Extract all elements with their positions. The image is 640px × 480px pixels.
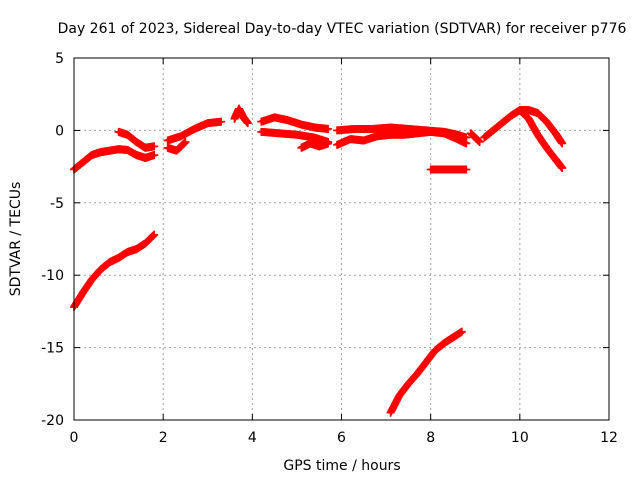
series-track-3 [70,230,159,312]
series-track-7 [257,113,333,133]
x-tick-label: 2 [159,430,168,446]
data-point [150,230,159,239]
series-track-4 [163,117,226,145]
y-tick-label: -5 [50,196,64,212]
x-ticks: 0 2 4 6 8 10 12 [70,58,618,446]
series-track-16 [466,129,484,146]
data-point [181,137,190,146]
series-track-14 [480,106,567,148]
x-axis-label: GPS time / hours [283,458,400,474]
y-tick-label: 5 [55,51,64,67]
data-point [217,117,226,126]
data-point [462,139,471,148]
y-tick-label: -15 [41,341,64,357]
x-tick-label: 10 [511,430,529,446]
series-track-1 [70,145,159,174]
data-point [324,139,333,148]
y-ticks: 5 0 -5 -10 -15 -20 [41,51,609,429]
x-tick-label: 12 [600,430,618,446]
series-track-6 [230,104,252,128]
chart-title: Day 261 of 2023, Sidereal Day-to-day VTE… [58,21,627,37]
series-track-2 [114,127,159,152]
data-point [558,139,567,148]
data-point [462,165,471,174]
series-track-11 [333,127,471,149]
data-point [324,124,333,133]
data-point [150,142,159,151]
data-point [475,137,484,146]
data-point [150,151,159,160]
y-tick-label: 0 [55,123,64,139]
series-track-15 [515,106,567,173]
x-tick-label: 6 [337,430,346,446]
y-tick-label: -10 [41,268,64,284]
x-tick-label: 8 [426,430,435,446]
series-track-9 [297,139,333,152]
x-tick-label: 4 [248,430,257,446]
grid [74,58,609,420]
series-track-13 [386,327,466,417]
y-tick-label: -20 [41,413,64,429]
data-point [457,327,466,336]
series-track-5 [163,137,190,155]
data-point [558,164,567,173]
x-tick-label: 0 [70,430,79,446]
series-track-12 [426,165,471,174]
y-axis-label: SDTVAR / TECUs [8,182,24,297]
data-point [243,119,252,128]
data-points [70,104,567,417]
